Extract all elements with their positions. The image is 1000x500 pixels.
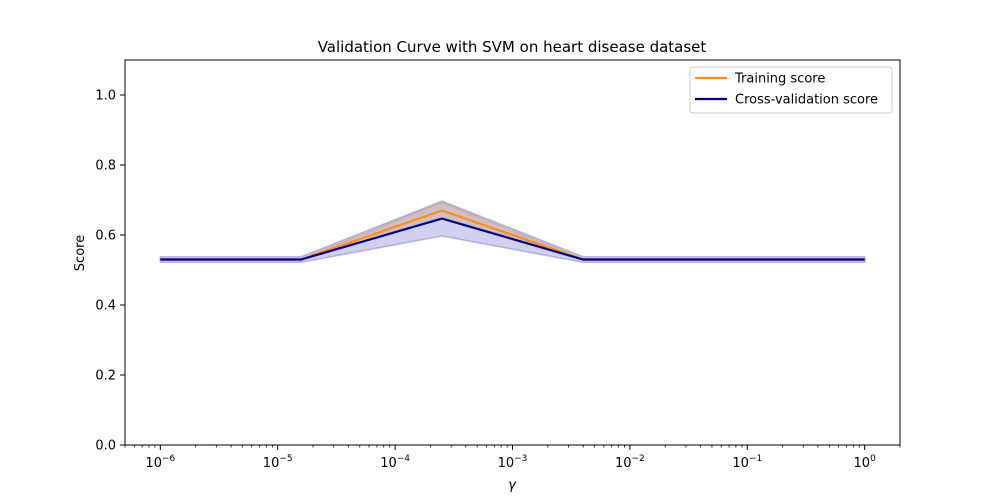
- x-tick-label: 10−3: [498, 454, 528, 471]
- x-tick-label: 10−2: [615, 454, 645, 471]
- legend: Training score Cross-validation score: [689, 66, 893, 114]
- y-tick-label: 0.6: [95, 229, 116, 244]
- x-tick-label: 10−6: [145, 454, 175, 471]
- band-series-1: [159, 200, 866, 264]
- x-tick-label: 100: [854, 454, 877, 471]
- line-series-1: [160, 217, 865, 261]
- chart-title: Validation Curve with SVM on heart disea…: [318, 38, 707, 56]
- y-tick-label: 0.0: [95, 439, 116, 454]
- legend-label-0: Training score: [734, 72, 825, 87]
- series-lines: [160, 209, 865, 261]
- x-tick-label: 10−5: [263, 454, 293, 471]
- x-axis-ticks: 10−6 10−5 10−4 10−3 10−2 10−1 100: [124, 445, 901, 471]
- y-axis-ticks: 0.0 0.2 0.4 0.6 0.8 1.0: [95, 89, 125, 454]
- y-tick-label: 0.2: [95, 369, 116, 384]
- plot-area-frame: [124, 59, 901, 446]
- legend-label-1: Cross-validation score: [735, 93, 878, 108]
- legend-box: [689, 66, 893, 114]
- line-series-0: [160, 209, 865, 261]
- confidence-bands: [159, 200, 866, 264]
- y-tick-label: 0.4: [95, 299, 116, 314]
- x-tick-label: 10−4: [380, 454, 410, 471]
- y-axis-label: Score: [73, 235, 88, 271]
- x-axis-label: γ: [508, 478, 517, 493]
- y-tick-label: 0.8: [95, 159, 116, 174]
- x-tick-label: 10−1: [732, 454, 762, 471]
- y-tick-label: 1.0: [95, 89, 116, 104]
